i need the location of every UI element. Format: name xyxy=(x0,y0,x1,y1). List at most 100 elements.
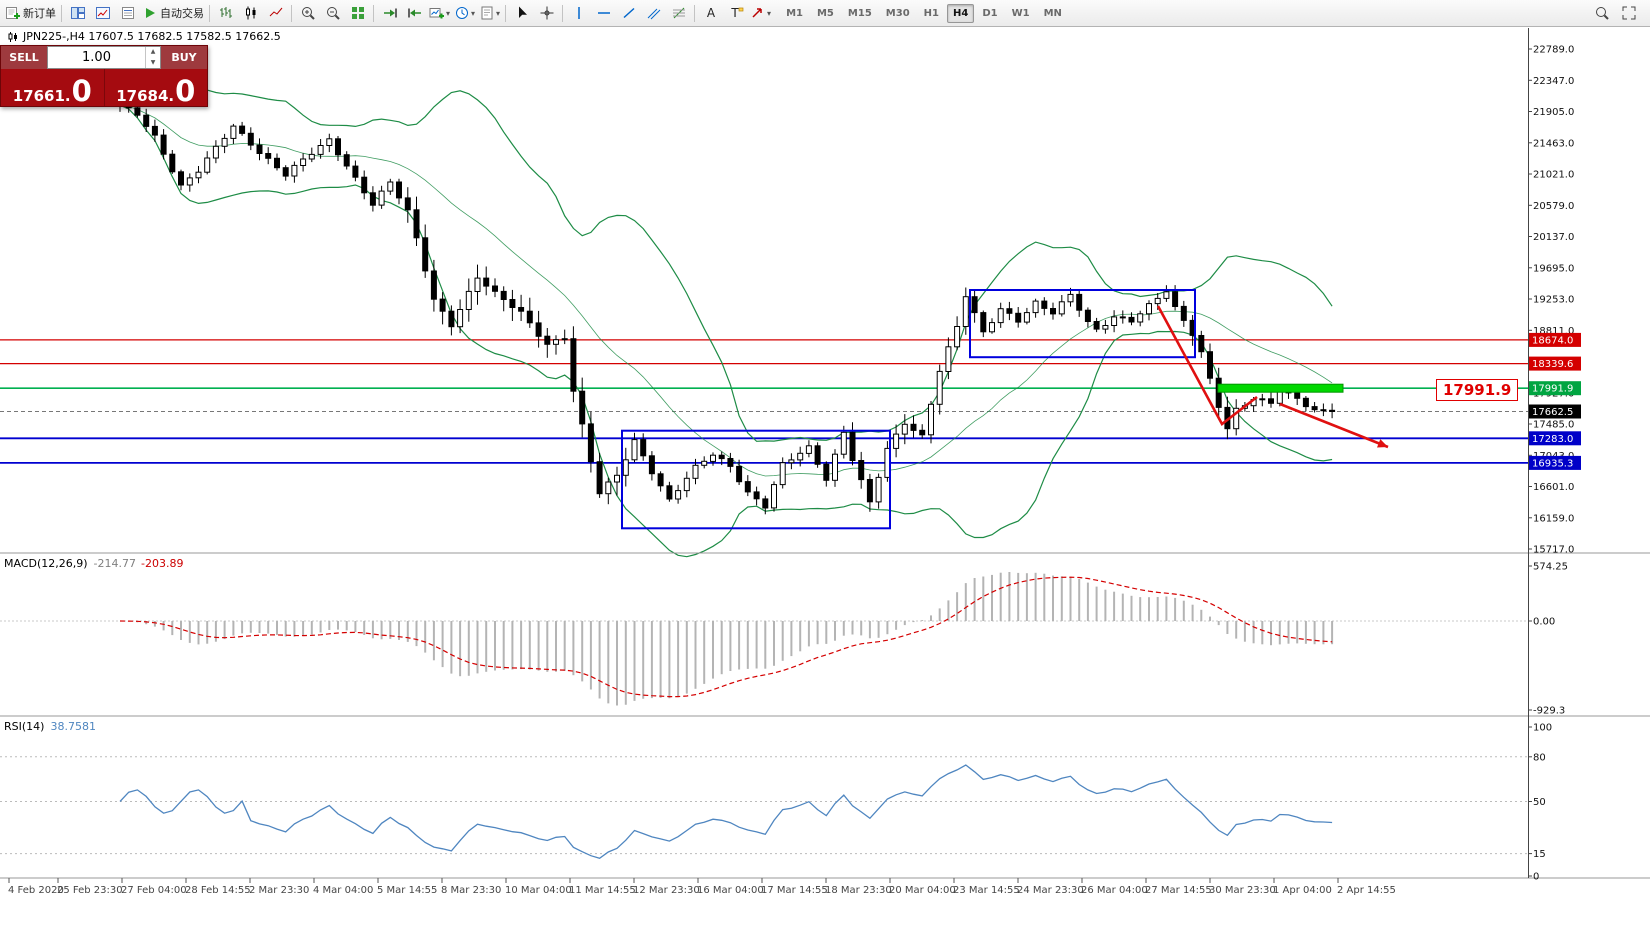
market-watch-button[interactable] xyxy=(90,3,115,24)
chart-shift-button[interactable] xyxy=(402,3,427,24)
svg-text:17991.9: 17991.9 xyxy=(1532,384,1573,395)
vline-icon xyxy=(577,7,580,19)
price-axis[interactable]: 22789.0 22347.0 21905.0 21463.0 21021.0 20579… xyxy=(1528,45,1581,556)
text-button[interactable]: A xyxy=(698,3,723,24)
price-callout[interactable]: 17991.9 xyxy=(1436,379,1519,401)
search-icon xyxy=(1595,7,1609,20)
timeframe-mn-button[interactable]: MN xyxy=(1043,7,1062,19)
chartshift-icon xyxy=(407,8,421,18)
volume-down-button[interactable]: ▼ xyxy=(150,58,156,66)
auto-scroll-button[interactable] xyxy=(377,3,402,24)
dropdown-arrow-icon: ▾ xyxy=(471,8,476,18)
buy-price[interactable]: 17684. 0 xyxy=(116,74,196,109)
rsi-line xyxy=(119,764,1333,860)
macd-histogram xyxy=(127,572,1334,706)
svg-text:-929.3: -929.3 xyxy=(1533,706,1565,717)
toolbar-right-buttons xyxy=(1589,3,1641,24)
dropdown-arrow-icon: ▾ xyxy=(767,8,772,18)
svg-text:19253.0: 19253.0 xyxy=(1533,295,1574,306)
neworder-icon xyxy=(6,7,20,19)
svg-text:21463.0: 21463.0 xyxy=(1533,138,1574,149)
trendline-button[interactable] xyxy=(616,3,641,24)
volume-up-button[interactable]: ▲ xyxy=(150,48,156,55)
candlestick-chart-button[interactable] xyxy=(238,3,263,24)
newchart-icon xyxy=(429,8,444,19)
layout-icon xyxy=(70,7,85,19)
timeframe-d1-button[interactable]: D1 xyxy=(982,7,998,19)
periods-icon xyxy=(456,7,469,19)
green-highlight-zone[interactable] xyxy=(1217,383,1344,393)
dropdown-arrow-icon: ▾ xyxy=(446,8,451,18)
svg-text:20 Mar 04:00: 20 Mar 04:00 xyxy=(889,885,956,896)
macd-name: MACD(12,26,9) xyxy=(4,557,88,570)
svg-text:17485.0: 17485.0 xyxy=(1533,420,1574,431)
search-button[interactable] xyxy=(1589,3,1614,24)
timeframe-m5-button[interactable]: M5 xyxy=(816,7,834,19)
autotrading-button[interactable]: 自动交易 xyxy=(140,3,206,24)
label-button[interactable]: T xyxy=(723,3,748,24)
tile-windows-button[interactable] xyxy=(345,3,370,24)
sell-button[interactable]: SELL xyxy=(9,51,39,64)
candlestick-series xyxy=(117,97,1336,515)
timeframe-m1-button[interactable]: M1 xyxy=(786,7,803,19)
crosshair-button[interactable] xyxy=(534,3,559,24)
marketwatch-icon xyxy=(95,7,110,19)
svg-text:30 Mar 23:30: 30 Mar 23:30 xyxy=(1209,885,1276,896)
horizontal-level-lines[interactable] xyxy=(0,339,1528,464)
arrows-button[interactable]: ▾ xyxy=(748,3,773,24)
periods-button[interactable]: ▾ xyxy=(452,3,477,24)
rsi-name: RSI(14) xyxy=(4,720,45,733)
new-chart-button[interactable]: ▾ xyxy=(427,3,452,24)
line-chart-button[interactable] xyxy=(263,3,288,24)
bar-chart-button[interactable] xyxy=(213,3,238,24)
volume-input[interactable] xyxy=(48,47,145,68)
datawindow-icon xyxy=(121,7,134,19)
svg-text:24 Mar 23:30: 24 Mar 23:30 xyxy=(1017,885,1084,896)
expand-button[interactable] xyxy=(1616,3,1641,24)
bollinger-bands xyxy=(119,80,1333,558)
svg-text:20137.0: 20137.0 xyxy=(1533,232,1574,243)
timeframe-m30-button[interactable]: M30 xyxy=(885,7,910,19)
svg-text:18 Mar 23:30: 18 Mar 23:30 xyxy=(825,885,892,896)
cursor-button[interactable] xyxy=(509,3,534,24)
timeframe-m15-button[interactable]: M15 xyxy=(847,7,872,19)
toolbar-separator xyxy=(209,4,210,22)
bars-icon xyxy=(219,7,232,18)
svg-text:16935.3: 16935.3 xyxy=(1532,458,1573,469)
svg-text:26 Mar 04:00: 26 Mar 04:00 xyxy=(1081,885,1148,896)
sell-price[interactable]: 17661. 0 xyxy=(1,69,105,106)
trend-arrows[interactable] xyxy=(1156,305,1389,449)
charts-button[interactable] xyxy=(65,3,90,24)
chart-title: JPN225-,H4 17607.5 17682.5 17582.5 17662… xyxy=(7,30,281,43)
svg-text:15: 15 xyxy=(1533,849,1546,860)
annotation-rectangles[interactable] xyxy=(621,289,1196,530)
svg-text:2 Apr 14:55: 2 Apr 14:55 xyxy=(1337,885,1396,896)
equidistant-channel-button[interactable] xyxy=(641,3,666,24)
new-order-button[interactable]: 新订单 xyxy=(3,3,58,24)
macd-pane: 574.25 0.00 -929.3 xyxy=(0,562,1568,717)
templates-button[interactable]: ▾ xyxy=(477,3,502,24)
svg-text:11 Mar 14:55: 11 Mar 14:55 xyxy=(569,885,636,896)
toolbar-separator xyxy=(61,4,62,22)
timeframe-h1-button[interactable]: H1 xyxy=(923,7,939,19)
svg-text:4 Feb 2020: 4 Feb 2020 xyxy=(8,885,64,896)
fibonacci-button[interactable] xyxy=(666,3,691,24)
toolbar: 新订单 自动交易 ▾ ▾ ▾ A T ▾ M1 M5 M15 M30 H1 H4 D1 W1 MN xyxy=(0,0,1650,27)
horizontal-line-button[interactable] xyxy=(591,3,616,24)
cursor-icon xyxy=(518,6,527,18)
buy-button[interactable]: BUY xyxy=(171,51,197,64)
pane-separators xyxy=(0,552,1650,879)
channel-icon xyxy=(647,8,660,20)
fibo-icon xyxy=(672,7,685,19)
svg-text:16 Mar 04:00: 16 Mar 04:00 xyxy=(697,885,764,896)
timeframe-h4-button[interactable]: H4 xyxy=(946,3,975,23)
zoom-in-button[interactable] xyxy=(295,3,320,24)
svg-text:21021.0: 21021.0 xyxy=(1533,170,1574,181)
zoom-out-button[interactable] xyxy=(320,3,345,24)
vertical-line-button[interactable] xyxy=(566,3,591,24)
data-window-button[interactable] xyxy=(115,3,140,24)
textA-icon: A xyxy=(706,6,715,20)
timeframe-w1-button[interactable]: W1 xyxy=(1011,7,1030,19)
